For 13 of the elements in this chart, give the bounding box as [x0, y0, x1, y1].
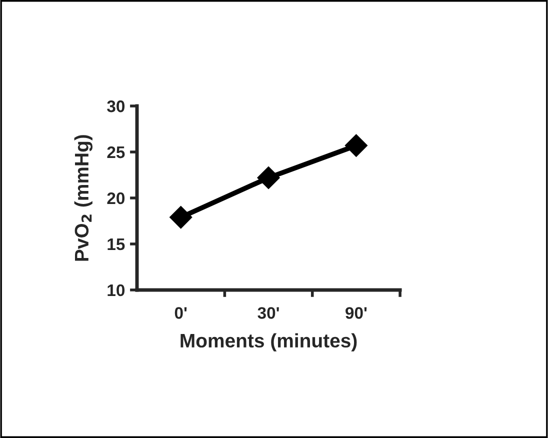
- y-tick-label: 15: [108, 238, 125, 250]
- x-tick-label: 0': [174, 307, 187, 319]
- y-axis-title: PvO$_{2}$ (mmHg): [74, 135, 93, 261]
- point: [257, 166, 280, 190]
- x-axis-title: Moments (minutes): [180, 333, 357, 352]
- y-tick-label: 20: [107, 192, 125, 204]
- x-tick-label: 90': [346, 307, 367, 319]
- x-tick-label: 30': [258, 307, 279, 319]
- y-tick-label: 25: [107, 146, 125, 158]
- point: [170, 206, 192, 229]
- y-tick-label: 10: [108, 284, 125, 296]
- y-tick-label: 30: [107, 100, 125, 112]
- point: [344, 134, 368, 157]
